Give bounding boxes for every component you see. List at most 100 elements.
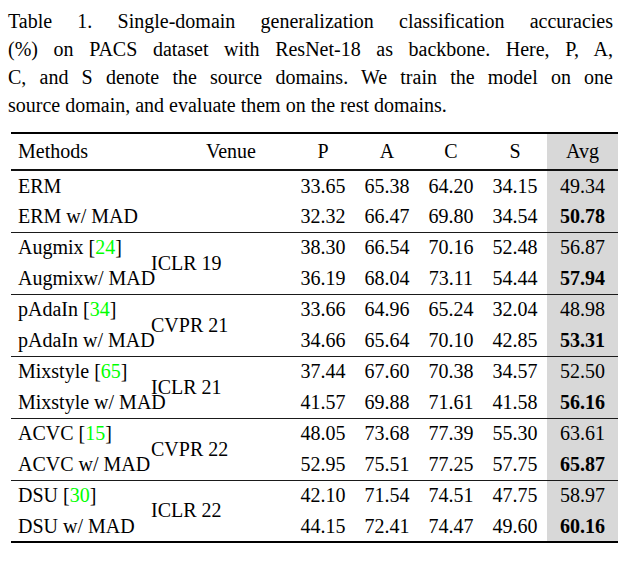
value-cell: 41.58 <box>483 387 547 418</box>
col-header-p: P <box>291 133 355 170</box>
col-header-venue: Venue <box>151 133 291 170</box>
value-cell: 67.60 <box>355 356 419 387</box>
value-cell: 37.44 <box>291 356 355 387</box>
table-row: pAdaIn [34]CVPR 2133.6664.9665.2432.0448… <box>11 294 618 325</box>
avg-cell: 65.87 <box>547 449 618 480</box>
method-cell: ACVC [15] <box>11 418 151 449</box>
col-header-c: C <box>419 133 483 170</box>
value-cell: 68.04 <box>355 263 419 294</box>
value-cell: 52.95 <box>291 449 355 480</box>
value-cell: 69.88 <box>355 387 419 418</box>
value-cell: 33.66 <box>291 294 355 325</box>
venue-cell: ICLR 21 <box>151 356 291 418</box>
table-row: ERM w/ MAD32.3266.4769.8034.5450.78 <box>11 201 618 232</box>
avg-cell: 50.78 <box>547 201 618 232</box>
value-cell: 34.54 <box>483 201 547 232</box>
value-cell: 42.85 <box>483 325 547 356</box>
method-cell: Mixstyle [65] <box>11 356 151 387</box>
value-cell: 77.39 <box>419 418 483 449</box>
value-cell: 33.65 <box>291 170 355 201</box>
value-cell: 64.96 <box>355 294 419 325</box>
value-cell: 75.51 <box>355 449 419 480</box>
value-cell: 32.04 <box>483 294 547 325</box>
value-cell: 72.41 <box>355 511 419 542</box>
col-header-avg: Avg <box>547 133 618 170</box>
avg-cell: 52.50 <box>547 356 618 387</box>
col-header-methods: Methods <box>11 133 151 170</box>
method-cell: ERM <box>11 170 151 201</box>
paper-page: Table 1. Single-domain generalization cl… <box>0 0 621 568</box>
avg-cell: 63.61 <box>547 418 618 449</box>
value-cell: 70.38 <box>419 356 483 387</box>
venue-cell: ICLR 22 <box>151 480 291 542</box>
method-cell: pAdaIn w/ MAD <box>11 325 151 356</box>
method-cell: Mixstyle w/ MAD <box>11 387 151 418</box>
value-cell: 71.61 <box>419 387 483 418</box>
value-cell: 65.64 <box>355 325 419 356</box>
value-cell: 71.54 <box>355 480 419 511</box>
table-row: ACVC [15]CVPR 2248.0573.6877.3955.3063.6… <box>11 418 618 449</box>
venue-cell: ICLR 19 <box>151 232 291 294</box>
caption-line: C, and S denote the source domains. We t… <box>8 63 613 91</box>
avg-cell: 56.16 <box>547 387 618 418</box>
method-cell: DSU w/ MAD <box>11 511 151 542</box>
value-cell: 70.16 <box>419 232 483 263</box>
value-cell: 65.38 <box>355 170 419 201</box>
value-cell: 70.10 <box>419 325 483 356</box>
avg-cell: 48.98 <box>547 294 618 325</box>
value-cell: 44.15 <box>291 511 355 542</box>
table-group: Augmix [24]ICLR 1938.3066.5470.1652.4856… <box>11 232 618 294</box>
value-cell: 66.47 <box>355 201 419 232</box>
table-header: Methods Venue P A C S Avg <box>11 133 618 170</box>
caption-line: (%) on PACS dataset with ResNet-18 as ba… <box>8 35 613 63</box>
caption-line: source domain, and evaluate them on the … <box>8 91 613 119</box>
table-row: ACVC w/ MAD52.9575.5177.2557.7565.87 <box>11 449 618 480</box>
value-cell: 69.80 <box>419 201 483 232</box>
table-caption: Table 1. Single-domain generalization cl… <box>8 7 613 119</box>
value-cell: 66.54 <box>355 232 419 263</box>
caption-line: Table 1. Single-domain generalization cl… <box>8 7 613 35</box>
avg-cell: 57.94 <box>547 263 618 294</box>
value-cell: 41.57 <box>291 387 355 418</box>
citation-link[interactable]: 65 <box>101 360 121 382</box>
method-cell: Augmix [24] <box>11 232 151 263</box>
method-cell: Augmixw/ MAD <box>11 263 151 294</box>
value-cell: 77.25 <box>419 449 483 480</box>
venue-cell <box>151 170 291 232</box>
venue-cell: CVPR 22 <box>151 418 291 480</box>
avg-cell: 60.16 <box>547 511 618 542</box>
table-row: Augmix [24]ICLR 1938.3066.5470.1652.4856… <box>11 232 618 263</box>
value-cell: 64.20 <box>419 170 483 201</box>
value-cell: 65.24 <box>419 294 483 325</box>
method-cell: DSU [30] <box>11 480 151 511</box>
value-cell: 38.30 <box>291 232 355 263</box>
col-header-s: S <box>483 133 547 170</box>
table-row: DSU w/ MAD44.1572.4174.4749.6060.16 <box>11 511 618 542</box>
citation-link[interactable]: 34 <box>90 298 110 320</box>
avg-cell: 53.31 <box>547 325 618 356</box>
table-row: Augmixw/ MAD36.1968.0473.1154.4457.94 <box>11 263 618 294</box>
value-cell: 36.19 <box>291 263 355 294</box>
table-row: Mixstyle w/ MAD 41.5769.8871.6141.5856.16 <box>11 387 618 418</box>
table-group: ERM 33.6565.3864.2034.1549.34ERM w/ MAD32… <box>11 170 618 232</box>
value-cell: 73.68 <box>355 418 419 449</box>
results-table: Methods Venue P A C S Avg ERM33.6565.386… <box>11 132 618 543</box>
value-cell: 47.75 <box>483 480 547 511</box>
table-row: pAdaIn w/ MAD 34.6665.6470.1042.8553.31 <box>11 325 618 356</box>
method-cell: ACVC w/ MAD <box>11 449 151 480</box>
avg-cell: 49.34 <box>547 170 618 201</box>
value-cell: 48.05 <box>291 418 355 449</box>
value-cell: 34.66 <box>291 325 355 356</box>
citation-link[interactable]: 15 <box>85 422 105 444</box>
value-cell: 74.47 <box>419 511 483 542</box>
header-row: Methods Venue P A C S Avg <box>11 133 618 170</box>
value-cell: 55.30 <box>483 418 547 449</box>
value-cell: 34.57 <box>483 356 547 387</box>
avg-cell: 56.87 <box>547 232 618 263</box>
value-cell: 73.11 <box>419 263 483 294</box>
citation-link[interactable]: 24 <box>95 236 115 258</box>
citation-link[interactable]: 30 <box>70 484 90 506</box>
table-group: pAdaIn [34]CVPR 2133.6664.9665.2432.0448… <box>11 294 618 356</box>
value-cell: 74.51 <box>419 480 483 511</box>
value-cell: 34.15 <box>483 170 547 201</box>
